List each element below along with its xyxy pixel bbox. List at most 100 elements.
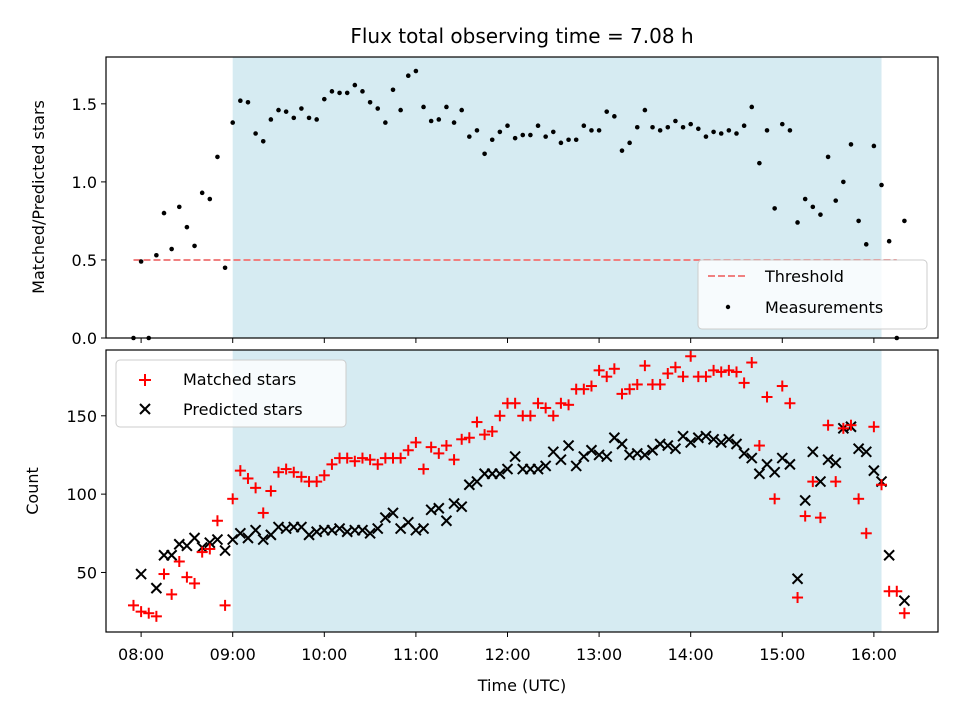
matched-star-point (677, 371, 689, 383)
matched-star-point (456, 433, 468, 445)
measurement-point (176, 204, 182, 210)
matched-star-point (311, 476, 323, 488)
matched-star-point (730, 366, 742, 378)
bottom-y-tick-label: 150 (66, 407, 97, 426)
predicted-star-point (791, 573, 804, 585)
measurement-point (253, 131, 258, 136)
measurement-point (848, 142, 854, 147)
predicted-star-point (364, 527, 376, 540)
predicted-star-point (188, 532, 201, 544)
predicted-star-point (738, 447, 750, 460)
matched-star-point (685, 350, 697, 362)
measurement-point (421, 104, 426, 110)
predicted-star-point (814, 475, 827, 488)
predicted-star-point (768, 466, 781, 478)
measurement-point (283, 109, 289, 114)
matched-star-point (448, 454, 460, 466)
matched-star-point (868, 421, 880, 433)
measurement-point (161, 210, 167, 216)
matched-legend-label: Matched stars (183, 370, 296, 389)
matched-star-point (876, 479, 888, 491)
measurement-point (650, 124, 655, 130)
matched-star-point (486, 425, 498, 437)
measurement-point (619, 148, 625, 153)
bottom-legend-box (115, 359, 347, 428)
measurement-point (734, 131, 739, 136)
predicted-star-point (433, 502, 445, 514)
bottom-y-axis-label: Count (23, 467, 42, 515)
matched-star-point (837, 422, 849, 434)
measurement-point (451, 120, 457, 125)
matched-star-point (753, 440, 765, 452)
matched-star-point (127, 599, 139, 611)
measurement-point (627, 140, 632, 146)
matched-star-point (540, 402, 552, 414)
matched-star-point (860, 527, 872, 539)
measurement-point (413, 68, 419, 74)
predicted-star-point (555, 453, 567, 466)
measurement-point (802, 196, 808, 202)
x-tick-label: 09:00 (210, 645, 256, 664)
matched-star-point (257, 507, 269, 519)
measurement-point (329, 89, 335, 94)
predicted-star-point (494, 468, 506, 480)
measurement-point (726, 128, 732, 133)
measurement-point (169, 246, 174, 252)
measurement-point (528, 132, 533, 138)
matched-star-point (372, 458, 384, 470)
top-y-tick-label: 0.0 (72, 329, 97, 348)
top-plot-frame (105, 56, 939, 339)
predicted-star-point (211, 533, 224, 546)
measurement-point (306, 115, 312, 121)
matched-star-point (799, 510, 811, 522)
matched-star-point (150, 610, 162, 622)
predicted-star-point (219, 544, 231, 557)
measurement-point (215, 154, 220, 160)
measurement-point (856, 218, 861, 224)
matched-star-point (280, 463, 292, 475)
measurement-point (154, 252, 159, 258)
measurement-point (589, 128, 594, 133)
predicted-star-point (662, 439, 674, 452)
matched-star-point (853, 493, 865, 505)
measurement-point (436, 117, 442, 122)
matched-star-point (669, 361, 681, 373)
matched-star-point (395, 452, 407, 464)
measurement-point (779, 121, 785, 127)
x-tick-label: 08:00 (118, 645, 164, 664)
bottom-panel: 50 100 150 08:00 09:00 10:00 11:00 12:00 13:00 1… (23, 349, 939, 695)
measurement-point (573, 137, 579, 143)
matched-star-point (479, 429, 491, 441)
bottom-plot-frame (105, 349, 939, 633)
matched-star-point (227, 493, 239, 505)
measurement-point (879, 182, 884, 188)
top-legend: Threshold Measurements (697, 259, 928, 330)
predicted-star-point (417, 522, 430, 535)
matched-star-point (143, 607, 155, 619)
matched-star-point (341, 452, 353, 464)
matched-star-point (738, 377, 750, 389)
predicted-star-point (379, 511, 392, 524)
predicted-star-point (898, 594, 911, 607)
measurement-point (276, 107, 281, 113)
measurement-point (428, 118, 434, 124)
measurement-point (711, 129, 716, 135)
measurement-point (558, 140, 564, 146)
x-tick-label: 16:00 (851, 645, 897, 664)
matched-star-point (418, 463, 430, 475)
measurement-point (383, 120, 388, 125)
matched-star-point (776, 380, 788, 392)
matched-star-point (723, 364, 735, 376)
matched-star-point (662, 368, 674, 379)
measurements-legend-marker (725, 304, 731, 310)
measurement-point (657, 128, 663, 133)
predicted-star-point (539, 460, 552, 472)
matched-star-point (196, 546, 208, 558)
matched-star-point (830, 476, 842, 488)
predicted-star-point (753, 468, 766, 480)
measurement-point (497, 129, 503, 135)
matched-star-point (250, 482, 262, 494)
matched-star-point (326, 458, 338, 470)
x-tick-label: 13:00 (576, 645, 622, 664)
matched-star-point (822, 419, 834, 431)
